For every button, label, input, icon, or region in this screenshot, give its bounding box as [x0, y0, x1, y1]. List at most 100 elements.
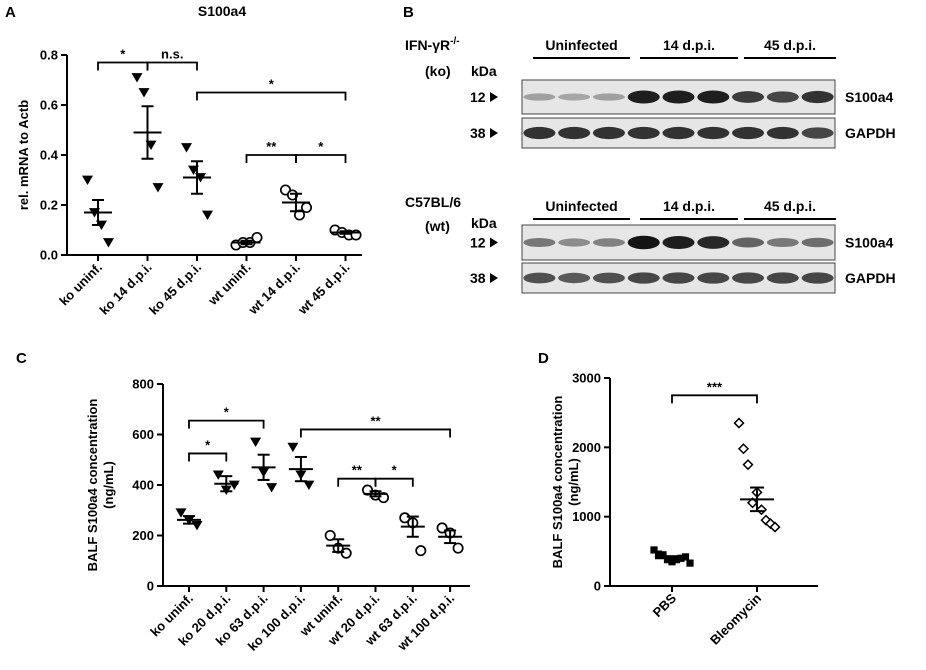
y-tick-label: 2000	[572, 440, 601, 455]
y-tick-label: 0	[147, 579, 154, 594]
y-tick-label: 400	[132, 478, 154, 493]
blot-band	[558, 126, 591, 140]
blot-band	[697, 90, 730, 104]
data-point	[415, 545, 427, 557]
x-category-label: wt 45 d.p.i.	[294, 260, 352, 318]
y-axis-label: BALF S100a4 concentration	[85, 399, 100, 572]
y-tick-label: 0	[594, 579, 601, 594]
blot-band	[662, 235, 695, 250]
data-point	[755, 504, 768, 516]
significance-label: **	[370, 413, 381, 428]
blot-band	[662, 90, 695, 104]
data-point	[181, 143, 192, 153]
blot-lane-header: 45 d.p.i.	[764, 198, 816, 214]
significance-label: **	[266, 139, 277, 154]
data-point	[212, 470, 224, 480]
blot-protein-label: S100a4	[845, 235, 893, 251]
blot-lane-header: Uninfected	[545, 198, 617, 214]
blot-band	[558, 238, 591, 247]
y-tick-label: 3000	[572, 371, 601, 386]
data-point	[654, 550, 663, 558]
data-point	[103, 238, 114, 248]
significance-label: n.s.	[161, 47, 183, 62]
significance-bracket	[188, 419, 265, 429]
blot-band	[732, 91, 765, 103]
blot-genotype-label: (ko)	[425, 63, 451, 79]
blot-kda-arrow-icon	[490, 273, 498, 283]
panel-letter-c: C	[16, 350, 27, 367]
blot-band	[732, 272, 765, 284]
significance-label: *	[120, 47, 126, 62]
panel-a-chart: S100a4 0.0 0.2 0.4 0.6 0.8 rel. mRNA to Actb ko…	[16, 3, 362, 318]
data-point	[251, 231, 263, 244]
blot-lane-header: 45 d.p.i.	[764, 37, 816, 53]
blot-kda-label: kDa	[471, 63, 497, 79]
blot-kda-value: 12	[470, 235, 486, 251]
significance-bracket	[97, 61, 149, 71]
blot-lane-header: Uninfected	[545, 37, 617, 53]
x-category-label: Bleomycin	[707, 590, 764, 647]
blot-protein-label: GAPDH	[845, 125, 896, 141]
y-tick-label: 0.6	[40, 98, 58, 113]
data-point	[452, 542, 464, 554]
blot-band	[766, 237, 799, 248]
blot-band	[627, 272, 660, 284]
data-point	[286, 189, 299, 201]
significance-label: *	[224, 405, 230, 420]
y-axis-label: BALF S100a4 concentration	[550, 396, 565, 569]
blot-band	[592, 93, 625, 101]
blot-band	[801, 127, 834, 139]
data-point	[138, 88, 150, 98]
chart-title: S100a4	[198, 3, 246, 19]
data-point	[303, 480, 315, 490]
data-point	[152, 183, 164, 193]
y-axis-label-unit: (ng/mL)	[566, 458, 581, 506]
data-point	[202, 210, 213, 220]
blot-band	[558, 93, 591, 101]
significance-bracket	[374, 477, 414, 487]
data-point	[681, 553, 690, 561]
blot-band	[592, 126, 625, 140]
blot-kda-arrow-icon	[490, 92, 498, 102]
y-tick-label: 0.2	[40, 198, 58, 213]
blot-lane-header: 14 d.p.i.	[663, 198, 715, 214]
significance-bracket	[146, 61, 198, 71]
y-tick-label: 200	[132, 528, 154, 543]
y-tick-label: 1000	[572, 509, 601, 524]
blot-kda-value: 38	[470, 125, 486, 141]
significance-label: *	[269, 77, 275, 92]
significance-label: *	[318, 139, 324, 154]
blot-band	[523, 93, 556, 101]
panel-letter-a: A	[5, 4, 16, 21]
x-category-label: PBS	[650, 590, 680, 620]
blot-band	[697, 236, 730, 249]
blot-kda-label: kDa	[471, 215, 497, 231]
significance-bracket	[196, 91, 347, 101]
data-point	[228, 480, 240, 490]
blot-protein-label: GAPDH	[845, 270, 896, 286]
x-category-label: wt uninf.	[205, 260, 254, 309]
data-point	[340, 547, 352, 559]
blot-band	[627, 90, 660, 104]
blot-band	[697, 126, 730, 140]
data-point	[742, 459, 754, 471]
significance-label: **	[352, 463, 363, 478]
panel-letter-b: B	[403, 4, 414, 21]
blot-band	[558, 272, 591, 284]
x-category-label: ko 45 d.p.i.	[146, 260, 204, 318]
significance-label: *	[205, 437, 211, 452]
significance-bracket	[245, 154, 297, 163]
y-tick-label: 0.0	[40, 248, 58, 263]
data-point	[733, 417, 745, 429]
blot-band	[766, 126, 799, 140]
blot-band	[801, 90, 834, 104]
blot-band	[523, 272, 556, 284]
y-axis-label: rel. mRNA to Actb	[16, 100, 31, 210]
blot-kda-arrow-icon	[490, 237, 498, 248]
blot-band	[766, 272, 799, 284]
blot-genotype-label: (wt)	[425, 218, 450, 234]
data-point	[737, 443, 750, 455]
x-category-label: ko uninf.	[56, 260, 105, 309]
blot-band	[523, 237, 556, 248]
x-category-label: ko 14 d.p.i.	[97, 260, 155, 318]
